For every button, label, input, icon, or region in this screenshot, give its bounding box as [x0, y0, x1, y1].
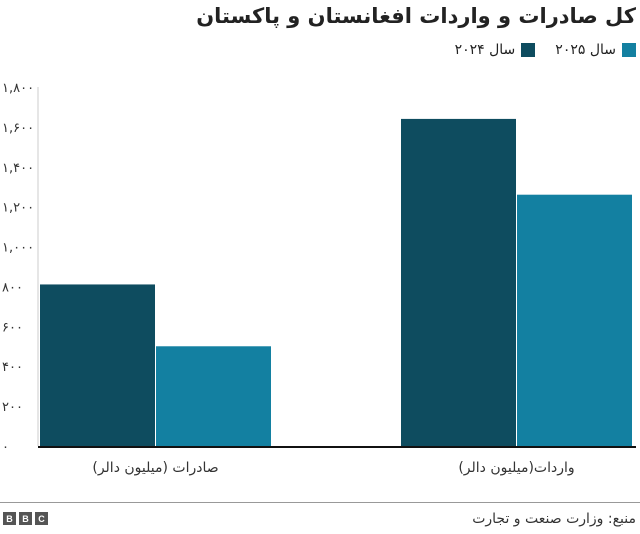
- y-tick-label: ۱,۸۰۰: [2, 81, 34, 96]
- bar-2024-1: [401, 118, 516, 447]
- legend: سال ۲۰۲۵ سال ۲۰۲۴: [441, 42, 636, 58]
- y-tick-label: ۲۰۰: [2, 400, 23, 415]
- legend-label-2024: سال ۲۰۲۴: [454, 42, 516, 58]
- bar-2024-0: [40, 284, 155, 446]
- y-tick-label: ۰: [2, 440, 9, 455]
- footer-divider: [0, 502, 640, 503]
- y-tick-label: ۱,۰۰۰: [2, 241, 34, 256]
- legend-swatch-2025: [622, 43, 636, 57]
- y-tick-label: ۱,۴۰۰: [2, 161, 34, 176]
- y-tick-label: ۱,۶۰۰: [2, 121, 34, 136]
- legend-swatch-2024: [521, 43, 536, 57]
- chart-title: کل صادرات و واردات افغانستان و پاکستان: [196, 4, 636, 28]
- bar-2025-1: [517, 194, 632, 446]
- bar-2025-0: [156, 346, 271, 446]
- x-category-label: صادرات (میلیون دالر): [92, 460, 218, 476]
- y-tick-label: ۸۰۰: [2, 280, 23, 295]
- source-note: منبع: وزارت صنعت و تجارت: [472, 511, 636, 527]
- bar-chart: ۰ ۲۰۰ ۴۰۰ ۶۰۰ ۸۰۰ ۱,۰۰۰ ۱,۲۰۰ ۱,۴۰۰ ۱,۶۰۰ ۱,۸۰۰ صا…: [2, 81, 636, 476]
- y-tick-label: ۴۰۰: [2, 360, 23, 375]
- legend-label-2025: سال ۲۰۲۵: [555, 42, 616, 58]
- y-tick-label: ۱,۲۰۰: [2, 201, 34, 216]
- y-tick-label: ۶۰۰: [2, 320, 23, 335]
- legend-item-2024: سال ۲۰۲۴: [455, 42, 536, 58]
- x-category-label: واردات(میلیون دالر): [458, 460, 574, 476]
- legend-item-2025: سال ۲۰۲۵: [555, 42, 636, 58]
